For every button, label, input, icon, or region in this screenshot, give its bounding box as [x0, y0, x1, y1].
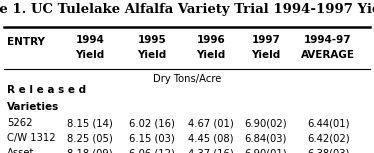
- Text: Table 1. UC Tulelake Alfalfa Variety Trial 1994-1997 Yields.: Table 1. UC Tulelake Alfalfa Variety Tri…: [0, 3, 374, 16]
- Text: Yield: Yield: [75, 50, 104, 60]
- Text: 6.02 (16): 6.02 (16): [129, 118, 175, 129]
- Text: 6.90(02): 6.90(02): [245, 118, 287, 129]
- Text: 4.37 (16): 4.37 (16): [188, 148, 234, 153]
- Text: 6.38(03): 6.38(03): [307, 148, 349, 153]
- Text: Yield: Yield: [138, 50, 167, 60]
- Text: AVERAGE: AVERAGE: [301, 50, 355, 60]
- Text: R e l e a s e d: R e l e a s e d: [7, 86, 86, 95]
- Text: Asset: Asset: [7, 148, 35, 153]
- Text: Yield: Yield: [251, 50, 280, 60]
- Text: 6.42(02): 6.42(02): [307, 133, 349, 144]
- Text: 1994-97: 1994-97: [304, 35, 352, 45]
- Text: 6.15 (03): 6.15 (03): [129, 133, 175, 144]
- Text: 1996: 1996: [196, 35, 225, 45]
- Text: 4.67 (01): 4.67 (01): [188, 118, 234, 129]
- Text: 6.44(01): 6.44(01): [307, 118, 349, 129]
- Text: C/W 1312: C/W 1312: [7, 133, 56, 144]
- Text: Dry Tons/Acre: Dry Tons/Acre: [153, 73, 221, 84]
- Text: 1997: 1997: [251, 35, 280, 45]
- Text: 6.90(01): 6.90(01): [245, 148, 287, 153]
- Text: 8.15 (14): 8.15 (14): [67, 118, 113, 129]
- Text: 4.45 (08): 4.45 (08): [188, 133, 234, 144]
- Text: 8.18 (09): 8.18 (09): [67, 148, 113, 153]
- Text: ENTRY: ENTRY: [7, 37, 45, 47]
- Text: 6.06 (12): 6.06 (12): [129, 148, 175, 153]
- Text: 5262: 5262: [7, 118, 33, 129]
- Text: 1995: 1995: [138, 35, 166, 45]
- Text: Yield: Yield: [196, 50, 226, 60]
- Text: 1994: 1994: [76, 35, 104, 45]
- Text: 8.25 (05): 8.25 (05): [67, 133, 113, 144]
- Text: 6.84(03): 6.84(03): [245, 133, 287, 144]
- Text: Varieties: Varieties: [7, 102, 60, 112]
